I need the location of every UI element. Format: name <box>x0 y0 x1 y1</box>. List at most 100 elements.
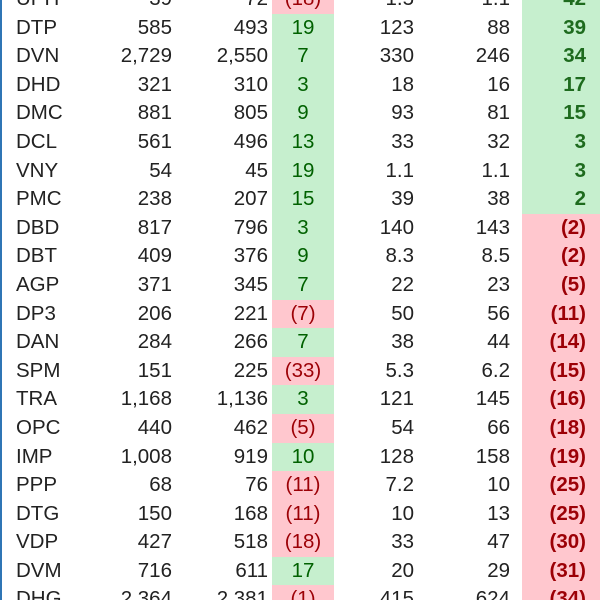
value-e-cell[interactable]: 56 <box>487 301 510 325</box>
ticker-cell[interactable]: UPH <box>16 0 86 14</box>
ticker-cell[interactable]: VDP <box>16 530 59 554</box>
value-a-cell[interactable]: 409 <box>137 244 172 268</box>
value-d-cell[interactable]: 33 <box>391 530 414 554</box>
value-b-cell[interactable]: 310 <box>233 72 268 96</box>
pct-change-cell[interactable]: 19 <box>272 156 334 186</box>
change-cell[interactable]: (11) <box>522 299 600 329</box>
value-b-cell[interactable]: 496 <box>233 129 268 153</box>
value-a-cell[interactable]: 39 <box>92 0 172 14</box>
change-cell[interactable]: (18) <box>522 413 600 443</box>
value-e-cell[interactable]: 10 <box>487 473 510 497</box>
value-a-cell[interactable]: 238 <box>137 187 172 211</box>
value-d-cell[interactable]: 93 <box>391 101 414 125</box>
value-a-cell[interactable]: 716 <box>137 558 172 582</box>
ticker-cell[interactable]: DVM <box>16 558 62 582</box>
value-d-cell[interactable]: 54 <box>391 415 414 439</box>
change-cell[interactable]: (19) <box>522 442 600 472</box>
pct-change-cell[interactable]: 3 <box>272 385 334 414</box>
value-b-cell[interactable]: 376 <box>233 244 268 268</box>
change-cell[interactable]: (34) <box>522 585 600 600</box>
change-cell[interactable]: (14) <box>522 328 600 357</box>
pct-change-cell[interactable]: 13 <box>272 127 334 157</box>
value-d-cell[interactable]: 330 <box>379 44 414 68</box>
value-e-cell[interactable]: 88 <box>487 15 510 39</box>
value-d-cell[interactable]: 38 <box>391 330 414 354</box>
change-cell[interactable]: 42 <box>522 0 600 14</box>
change-cell[interactable]: (30) <box>522 528 600 557</box>
pct-change-cell[interactable]: (7) <box>272 299 334 329</box>
ticker-cell[interactable]: IMP <box>16 444 53 468</box>
value-b-cell[interactable]: 45 <box>245 158 268 182</box>
value-a-cell[interactable]: 151 <box>137 358 172 382</box>
value-d-cell[interactable]: 50 <box>391 301 414 325</box>
ticker-cell[interactable]: PPP <box>16 473 58 497</box>
value-a-cell[interactable]: 321 <box>137 72 172 96</box>
change-cell[interactable]: (2) <box>522 213 600 243</box>
pct-change-cell[interactable]: 17 <box>272 556 334 586</box>
value-d-cell[interactable]: 415 <box>379 587 414 600</box>
value-b-cell[interactable]: 1,136 <box>216 387 268 411</box>
value-d-cell[interactable]: 128 <box>379 444 414 468</box>
ticker-cell[interactable]: DHD <box>16 72 61 96</box>
value-d-cell[interactable]: 18 <box>391 72 414 96</box>
value-d-cell[interactable]: 121 <box>379 387 414 411</box>
ticker-cell[interactable]: PMC <box>16 187 62 211</box>
pct-change-cell[interactable]: (18) <box>272 528 334 557</box>
value-e-cell[interactable]: 246 <box>475 44 510 68</box>
value-a-cell[interactable]: 1,008 <box>120 444 172 468</box>
change-cell[interactable]: (25) <box>522 499 600 529</box>
value-e-cell[interactable]: 13 <box>487 501 510 525</box>
value-d-cell[interactable]: 33 <box>391 129 414 153</box>
change-cell[interactable]: (5) <box>522 270 600 300</box>
pct-change-cell[interactable]: (11) <box>272 471 334 500</box>
value-a-cell[interactable]: 1,168 <box>120 387 172 411</box>
value-e-cell[interactable]: 23 <box>487 272 510 296</box>
value-a-cell[interactable]: 206 <box>137 301 172 325</box>
value-e-cell[interactable]: 38 <box>487 187 510 211</box>
value-e-cell[interactable]: 143 <box>475 215 510 239</box>
pct-change-cell[interactable]: 3 <box>272 70 334 100</box>
pct-change-cell[interactable]: 9 <box>272 242 334 271</box>
value-e-cell[interactable]: 66 <box>487 415 510 439</box>
value-e-cell[interactable]: 47 <box>487 530 510 554</box>
value-a-cell[interactable]: 371 <box>137 272 172 296</box>
value-a-cell[interactable]: 2,729 <box>120 44 172 68</box>
value-e-cell[interactable]: 6.2 <box>481 358 511 382</box>
value-b-cell[interactable]: 493 <box>233 15 268 39</box>
ticker-cell[interactable]: DCL <box>16 129 58 153</box>
value-e-cell[interactable]: 8.5 <box>481 244 511 268</box>
pct-change-cell[interactable]: (11) <box>272 499 334 529</box>
change-cell[interactable]: 39 <box>522 13 600 43</box>
value-b-cell[interactable]: 72 <box>182 0 268 14</box>
pct-change-cell[interactable]: 7 <box>272 328 334 357</box>
value-e-cell[interactable]: 16 <box>487 72 510 96</box>
pct-change-cell[interactable]: 10 <box>272 442 334 472</box>
change-cell[interactable]: 3 <box>522 156 600 186</box>
value-b-cell[interactable]: 518 <box>233 530 268 554</box>
value-e-cell[interactable]: 624 <box>475 587 510 600</box>
change-cell[interactable]: 17 <box>522 70 600 100</box>
ticker-cell[interactable]: DBT <box>16 244 57 268</box>
change-cell[interactable]: 34 <box>522 42 600 71</box>
value-a-cell[interactable]: 284 <box>137 330 172 354</box>
value-d-cell[interactable]: 140 <box>379 215 414 239</box>
pct-change-cell[interactable]: 7 <box>272 270 334 300</box>
value-d-cell[interactable]: 7.2 <box>385 473 415 497</box>
value-e-cell[interactable]: 158 <box>475 444 510 468</box>
ticker-cell[interactable]: OPC <box>16 415 61 439</box>
value-b-cell[interactable]: 345 <box>233 272 268 296</box>
value-a-cell[interactable]: 427 <box>137 530 172 554</box>
value-b-cell[interactable]: 225 <box>233 358 268 382</box>
ticker-cell[interactable]: VNY <box>16 158 59 182</box>
ticker-cell[interactable]: DTG <box>16 501 60 525</box>
value-b-cell[interactable]: 805 <box>233 101 268 125</box>
value-a-cell[interactable]: 150 <box>137 501 172 525</box>
value-b-cell[interactable]: 207 <box>233 187 268 211</box>
ticker-cell[interactable]: DP3 <box>16 301 56 325</box>
value-b-cell[interactable]: 266 <box>233 330 268 354</box>
value-b-cell[interactable]: 919 <box>233 444 268 468</box>
change-cell[interactable]: (2) <box>522 242 600 271</box>
ticker-cell[interactable]: DTP <box>16 15 57 39</box>
ticker-cell[interactable]: DBD <box>16 215 60 239</box>
value-d-cell[interactable]: 39 <box>391 187 414 211</box>
